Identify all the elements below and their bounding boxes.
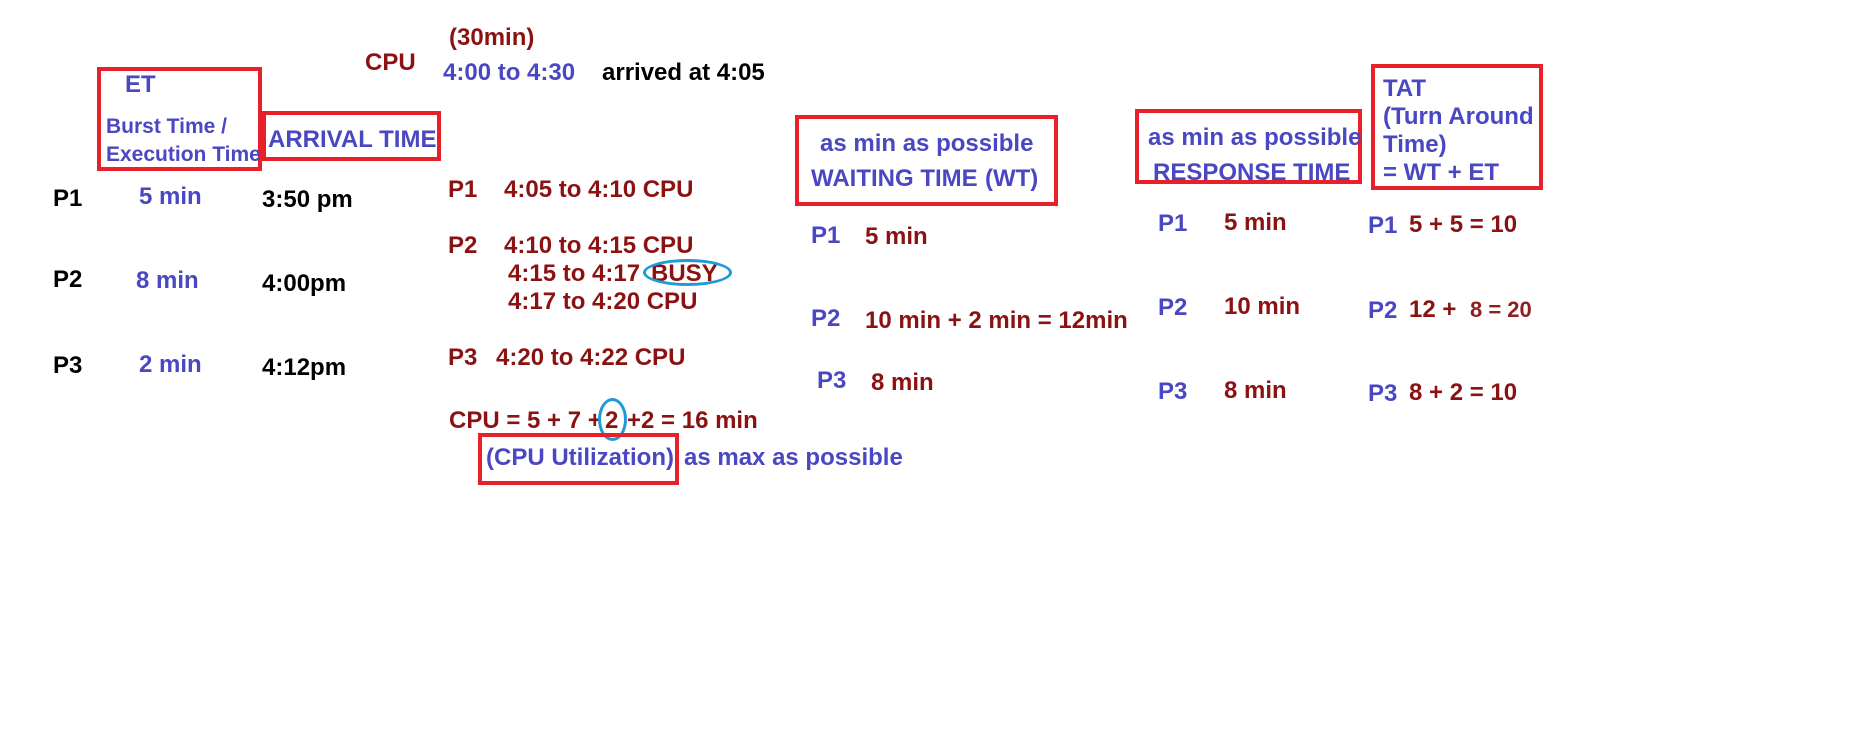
et-title: ET [125, 71, 156, 98]
arrival-title: ARRIVAL TIME [268, 126, 437, 153]
et-value-p3: 2 min [139, 351, 202, 378]
et-subtitle-line2: Execution Time [106, 143, 261, 166]
tat-label-p3: P3 [1368, 380, 1398, 407]
tat-line3: Time) [1383, 131, 1447, 158]
schedule-p3-text: 4:20 to 4:22 CPU [496, 344, 686, 371]
tat-value-p2-a: 12 + [1409, 296, 1457, 323]
waiting-time-box [795, 115, 1058, 206]
schedule-p2-line2-time: 4:15 to 4:17 [508, 260, 641, 287]
tat-value-p1: 5 + 5 = 10 [1409, 211, 1518, 238]
response-time-box [1135, 109, 1362, 184]
tat-value-p2-b: 8 = 20 [1470, 297, 1532, 322]
wt-label-p2: P2 [811, 305, 841, 332]
rt-label-p1: P1 [1158, 210, 1188, 237]
tat-title: TAT [1383, 75, 1427, 102]
tat-value-p3: 8 + 2 = 10 [1409, 379, 1518, 406]
process-label-p2: P2 [53, 266, 83, 293]
tat-label-p2: P2 [1368, 297, 1398, 324]
cpu-utilization-box [478, 433, 679, 485]
tat-line2: (Turn Around [1383, 103, 1534, 130]
duration-label: (30min) [449, 24, 535, 51]
cpu-total-prefix: CPU = 5 + 7 + [449, 407, 602, 434]
schedule-p2-line1: 4:10 to 4:15 CPU [504, 232, 694, 259]
cpu-utilization-label: (CPU Utilization) [486, 444, 674, 471]
arrival-box [262, 111, 441, 161]
rt-value-p3: 8 min [1224, 377, 1287, 404]
schedule-p2-line3: 4:17 to 4:20 CPU [508, 288, 698, 315]
rt-label-p2: P2 [1158, 294, 1188, 321]
process-label-p1: P1 [53, 185, 83, 212]
busy-highlight-oval [643, 259, 732, 286]
et-subtitle-line1: Burst Time / [106, 115, 227, 138]
wt-value-p1: 5 min [865, 223, 928, 250]
wt-value-p2: 10 min + 2 min = 12min [865, 307, 1128, 334]
arrival-value-p1: 3:50 pm [262, 186, 353, 213]
arrived-note: arrived at 4:05 [602, 59, 765, 86]
cpu-utilization-goal: as max as possible [684, 444, 903, 471]
circled-value-oval [598, 398, 627, 441]
wt-label-p3: P3 [817, 367, 847, 394]
response-time-goal: as min as possible [1148, 124, 1362, 151]
arrival-value-p3: 4:12pm [262, 354, 347, 381]
schedule-p3-label: P3 [448, 344, 478, 371]
cpu-window: 4:00 to 4:30 [443, 59, 576, 86]
schedule-p1-text: 4:05 to 4:10 CPU [504, 176, 694, 203]
waiting-time-goal: as min as possible [820, 130, 1034, 157]
cpu-label: CPU [365, 49, 416, 76]
schedule-p1-label: P1 [448, 176, 478, 203]
tat-formula: = WT + ET [1383, 159, 1500, 186]
response-time-title: RESPONSE TIME [1153, 159, 1351, 186]
tat-label-p1: P1 [1368, 212, 1398, 239]
et-value-p2: 8 min [136, 267, 199, 294]
waiting-time-abbr: (WT) [985, 165, 1039, 192]
rt-value-p1: 5 min [1224, 209, 1287, 236]
arrival-value-p2: 4:00pm [262, 270, 347, 297]
wt-value-p3: 8 min [871, 369, 934, 396]
et-box [97, 67, 262, 171]
tat-box [1371, 64, 1543, 190]
et-value-p1: 5 min [139, 183, 202, 210]
schedule-p2-label: P2 [448, 232, 478, 259]
waiting-time-title: WAITING TIME [811, 165, 978, 192]
wt-label-p1: P1 [811, 222, 841, 249]
rt-value-p2: 10 min [1224, 293, 1301, 320]
cpu-total-suffix: +2 = 16 min [627, 407, 758, 434]
rt-label-p3: P3 [1158, 378, 1188, 405]
process-label-p3: P3 [53, 352, 83, 379]
